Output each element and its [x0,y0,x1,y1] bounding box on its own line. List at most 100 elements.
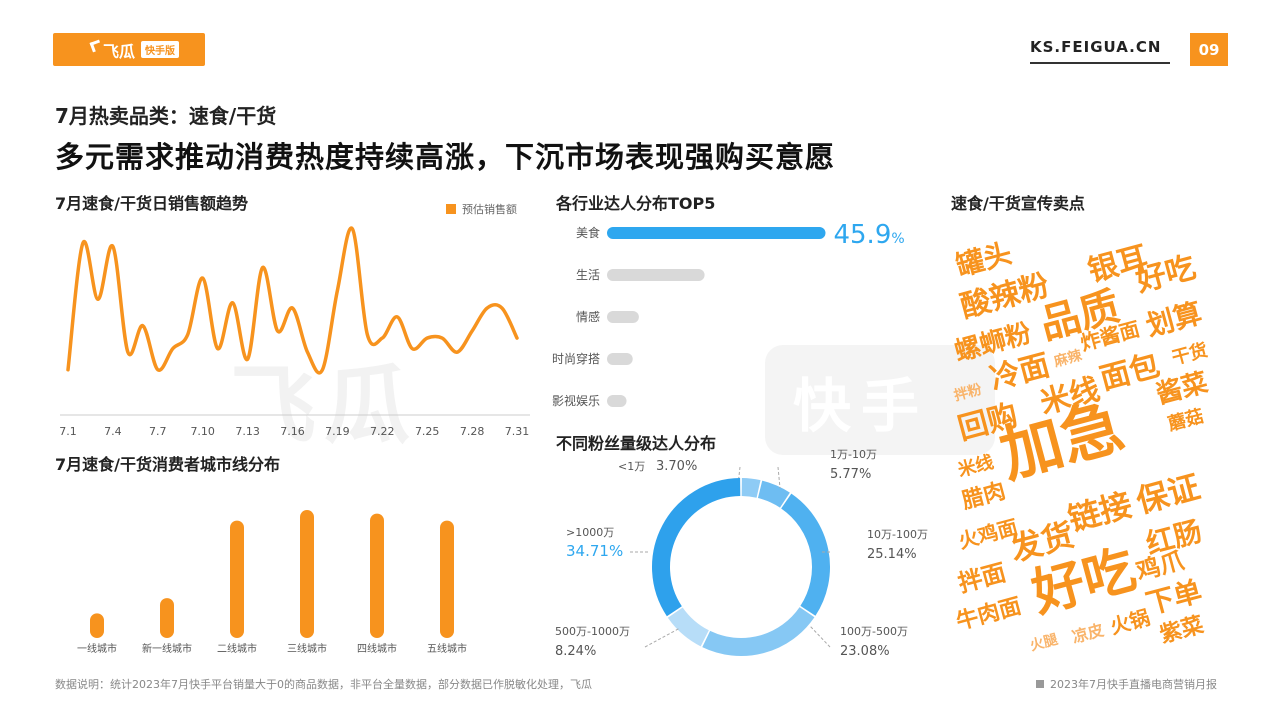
sales-trend-line [66,226,519,375]
watermark-box: 快手 [765,345,995,455]
wordcloud-word: 链接 [1064,485,1136,539]
donut-leader-line [809,625,831,648]
city-label: 新一线城市 [142,642,192,655]
x-tick-label: 7.7 [149,425,167,438]
legend-swatch [446,204,456,214]
report-name: 2023年7月快手直播电商营销月报 [1036,676,1217,692]
donut-slice-value: 8.24% [555,644,596,659]
donut-slice-label: 1万-10万 [830,448,877,461]
page-title: 多元需求推动消费热度持续高涨，下沉市场表现强购买意愿 [55,140,836,174]
donut-slice [780,493,830,616]
x-tick-label: 7.16 [280,425,305,438]
x-tick-label: 7.4 [104,425,122,438]
donut-slice [757,480,790,508]
x-tick-label: 7.13 [235,425,260,438]
donut-slice-value: 25.14% [867,547,917,562]
fans-donut-chart: <1万 3.70% 1万-10万 5.77% 10万-100万 25.14% 100万-50… [555,448,928,659]
wordcloud-word: 下单 [1142,574,1206,621]
donut-slice-label: 100万-500万 [840,625,908,638]
x-tick-label: 7.1 [59,425,77,438]
legend-label: 预估销售额 [462,203,517,216]
industry-label: 美食 [576,225,600,240]
x-tick-label: 7.22 [370,425,395,438]
square-icon [1036,680,1044,688]
city-bar [230,520,244,638]
line-chart: 7.1 7.4 7.7 7.10 7.13 7.16 7.19 7.22 7.25 7.28 7.3… [59,226,530,438]
industry-bar [607,311,639,323]
wordcloud-word: 火腿 [1028,631,1060,655]
industry-value-label: 45.9% [833,220,904,250]
logo-text: 飞瓜 [103,41,136,61]
page-number: 09 [1190,33,1228,66]
donut-slice-label: 500万-1000万 [555,625,630,638]
industry-label: 影视娱乐 [552,393,600,408]
industry-bar [607,269,705,281]
donut-slice-value: 23.08% [840,644,890,659]
wordcloud-word: 米线 [955,451,996,482]
city-chart-title: 7月速食/干货消费者城市线分布 [55,455,280,474]
watermark-box-text: 快手 [793,372,930,440]
wordcloud-word: 拌面 [955,558,1009,598]
city-label: 四线城市 [357,642,397,655]
brand-logo: 飞瓜 快手版 [53,33,205,66]
line-chart-legend: 预估销售额 [446,201,517,217]
wordcloud-word: 保证 [1132,467,1204,521]
city-bar-chart: 一线城市 新一线城市 二线城市 三线城市 四线城市 五线城市 [77,510,467,655]
wordcloud-word: 蘑菇 [1165,405,1206,436]
industry-chart-title: 各行业达人分布TOP5 [556,194,716,213]
page-subtitle: 7月热卖品类：速食/干货 [55,104,277,128]
wordcloud-word: 面包 [1096,347,1164,398]
donut-slice [702,606,815,656]
donut-slice-label: <1万 [618,460,645,473]
city-bar [370,513,384,638]
wordcloud-word: 干货 [1169,339,1210,370]
wordcloud: 加急 好吃 品质 酸辣粉 银耳 罐头 好吃 划算 螺蛳粉 炸酱面 冷面 麻辣 干货 面包 米线 回购 酱菜 拌粉米… [950,228,1220,656]
logo-tag: 快手版 [141,41,180,58]
wordcloud-word: 划算 [1142,296,1206,343]
wordcloud-word: 腊肉 [959,478,1009,515]
donut-slice-label: >1000万 [566,526,614,539]
industry-value-unit: % [891,231,904,247]
city-bar [440,520,454,638]
site-underline [1030,62,1170,64]
donut-slice-value: 5.77% [830,467,871,482]
city-label: 三线城市 [287,642,327,655]
report-name-text: 2023年7月快手直播电商营销月报 [1050,678,1217,691]
city-bar [160,598,174,638]
industry-label: 情感 [576,309,600,324]
wordcloud-word: 紫菜 [1157,612,1207,649]
wordcloud-word: 罐头 [952,236,1016,283]
donut-slice-value: 3.70% [656,459,697,474]
x-tick-label: 7.31 [505,425,530,438]
wordcloud-word: 拌粉 [952,381,984,405]
donut-slice-label: 10万-100万 [867,528,928,541]
donut-leader-line [644,627,681,648]
wordcloud-word: 麻辣 [1052,347,1084,371]
wordcloud-word: 牛肉面 [953,593,1024,636]
x-tick-label: 7.19 [325,425,350,438]
donut-slice [667,607,710,647]
x-tick-label: 7.10 [190,425,215,438]
city-bar [90,613,104,638]
city-label: 一线城市 [77,642,117,655]
city-label: 五线城市 [427,642,467,655]
donut-slice [652,478,741,617]
industry-label: 时尚穿搭 [552,351,600,366]
industry-bar [607,227,826,239]
donut-slice [741,478,761,498]
industry-bar [607,395,627,407]
donut-slice-value: 34.71% [566,542,623,560]
x-tick-label: 7.28 [460,425,485,438]
line-chart-title: 7月速食/干货日销售额趋势 [55,194,248,213]
wordcloud-title: 速食/干货宣传卖点 [951,194,1085,213]
donut-leader-line [777,466,781,489]
city-label: 二线城市 [217,642,257,655]
donut-chart-title: 不同粉丝量级达人分布 [556,434,717,453]
wordcloud-word: 酱菜 [1153,367,1212,411]
wordcloud-word: 凉皮 [1069,620,1106,647]
logo-mark-icon [89,39,103,53]
site-url[interactable]: KS.FEIGUA.CN [1030,38,1162,56]
industry-bar [607,353,633,365]
wordcloud-word: 火锅 [1107,605,1153,639]
